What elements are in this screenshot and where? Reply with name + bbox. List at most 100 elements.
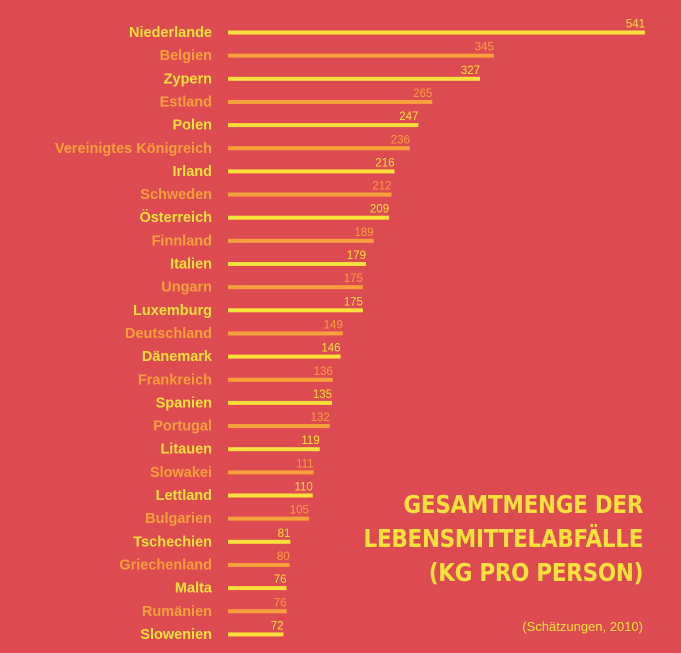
bar [228, 331, 343, 336]
category-label: Lettland [156, 488, 212, 504]
bar [228, 262, 366, 266]
bar-group-rum-nien: Rumänien 76 [142, 597, 287, 620]
bar-group-zypern: Zypern 327 [164, 65, 481, 87]
value-label: 76 [274, 574, 287, 586]
bar [228, 285, 363, 290]
bar-group-niederlande: Niederlande 541 [129, 19, 645, 41]
bar-group-slowenien: Slowenien 72 [140, 620, 284, 643]
category-label: Spanien [156, 395, 212, 411]
bar [228, 215, 390, 220]
bar-group-luxemburg: Luxemburg 175 [133, 296, 363, 319]
bar [228, 586, 287, 591]
value-label: 149 [324, 319, 343, 331]
bar-group-estland: Estland 265 [160, 88, 433, 110]
value-label: 136 [314, 366, 333, 378]
value-label: 236 [391, 134, 410, 146]
value-label: 111 [296, 458, 313, 470]
bar-group-slowakei: Slowakei 111 [150, 458, 314, 481]
bar-group-belgien: Belgien 345 [160, 42, 494, 65]
bar [228, 539, 291, 544]
category-label: Deutschland [125, 326, 212, 342]
bar-group-lettland: Lettland 110 [156, 482, 313, 505]
category-label: Estland [160, 94, 212, 110]
bar-group-ungarn: Ungarn 175 [161, 273, 363, 296]
bar [228, 424, 330, 429]
value-label: 541 [626, 19, 645, 31]
category-label: Irland [173, 164, 212, 180]
bar-group-irland: Irland 216 [173, 157, 395, 180]
category-label: Bulgarien [145, 511, 212, 527]
bar-group-spanien: Spanien 135 [156, 389, 333, 411]
bar [228, 632, 284, 637]
bar-group-malta: Malta 76 [175, 574, 287, 597]
title-line-1: GESAMTMENGE DER [403, 490, 643, 519]
value-label: 209 [370, 204, 389, 216]
value-label: 216 [375, 157, 394, 169]
value-label: 175 [344, 273, 363, 285]
category-label: Portugal [153, 419, 212, 435]
bar-group-bulgarien: Bulgarien 105 [145, 505, 309, 527]
bar [228, 76, 481, 81]
category-label: Litauen [160, 442, 212, 458]
bar-group-deutschland: Deutschland 149 [125, 319, 343, 342]
value-label: 119 [301, 435, 319, 447]
bar [228, 516, 309, 521]
title-line-3: (KG PRO PERSON) [428, 558, 644, 587]
category-label: Italien [170, 257, 212, 273]
category-label: Griechenland [119, 557, 212, 573]
category-label: Dänemark [142, 349, 213, 365]
chart-subtitle: (Schätzungen, 2010) [522, 619, 643, 634]
bar [228, 192, 392, 197]
value-label: 179 [347, 250, 366, 262]
value-label: 175 [344, 296, 363, 308]
bar [228, 470, 314, 475]
category-label: Vereinigtes Königreich [55, 141, 212, 157]
bar [228, 123, 419, 128]
value-label: 345 [475, 42, 494, 54]
bar [228, 447, 320, 452]
value-label: 72 [271, 620, 284, 632]
bar [228, 493, 313, 498]
category-label: Malta [175, 581, 213, 597]
value-label: 105 [290, 505, 309, 517]
value-label: 327 [461, 65, 480, 77]
value-label: 189 [354, 227, 373, 239]
category-label: Finnland [152, 233, 212, 249]
value-label: 247 [399, 111, 418, 123]
value-label: 81 [278, 528, 291, 540]
value-label: 76 [274, 597, 287, 609]
bar-group-finnland: Finnland 189 [152, 227, 374, 249]
bar [228, 238, 374, 243]
value-label: 265 [413, 88, 432, 100]
value-label: 135 [313, 389, 332, 401]
bar [228, 354, 341, 359]
bar [228, 377, 333, 382]
bar [228, 30, 645, 35]
value-label: 212 [372, 181, 391, 193]
bar [228, 609, 287, 614]
bar-group-d-nemark: Dänemark 146 [142, 343, 341, 365]
bar-group-tschechien: Tschechien 81 [133, 528, 291, 550]
bar-group-frankreich: Frankreich 136 [138, 366, 333, 388]
value-label: 110 [294, 482, 312, 494]
category-label: Slowenien [140, 627, 212, 643]
bar [228, 562, 290, 567]
category-label: Slowakei [150, 465, 212, 481]
category-label: Österreich [139, 209, 212, 226]
value-label: 132 [311, 412, 330, 424]
category-label: Polen [173, 118, 212, 134]
chart-title: GESAMTMENGE DER LEBENSMITTELABFÄLLE (KG … [318, 488, 643, 590]
bar-group-portugal: Portugal 132 [153, 412, 330, 435]
value-label: 146 [321, 343, 340, 355]
bar [228, 400, 333, 405]
category-label: Belgien [160, 48, 212, 64]
bar-group-vereinigtes-k-nigreich: Vereinigtes Königreich 236 [55, 134, 410, 157]
bar-group-litauen: Litauen 119 [160, 435, 320, 458]
bar-group-polen: Polen 247 [173, 111, 419, 134]
title-line-2: LEBENSMITTELABFÄLLE [363, 524, 643, 553]
category-label: Ungarn [161, 280, 212, 296]
bar [228, 53, 494, 58]
category-label: Rumänien [142, 604, 212, 620]
bar-group--sterreich: Österreich 209 [139, 204, 390, 226]
